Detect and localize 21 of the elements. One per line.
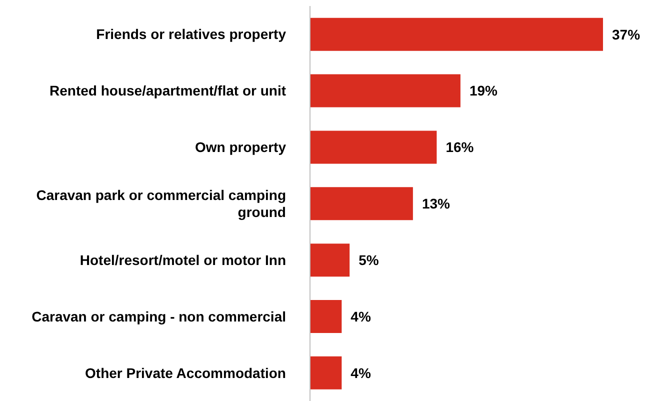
data-label: 16% [446,139,474,156]
bar [310,300,342,333]
data-label: 13% [422,196,451,212]
data-label: 19% [469,82,498,99]
y-tick-label: Own property [194,139,286,156]
bar [310,74,460,108]
data-label: 5% [358,252,380,268]
y-tick-label: Caravan park or commercial camping ground [36,187,286,220]
y-tick-label: Rented house/apartment/flat or unit [50,82,286,99]
data-label: 4% [350,308,372,324]
bar [310,130,437,164]
y-tick-label: Hotel/resort/motel or motor Inn [80,252,286,268]
y-tick-label: Caravan or camping - non commercial [32,308,286,324]
bar [310,244,350,277]
bar [310,18,603,51]
data-label: 4% [350,364,372,381]
y-tick-label: Friends or relatives property [96,26,286,42]
data-label: 37% [612,26,641,42]
y-tick-label: Other Private Accommodation [85,364,286,381]
bar [310,187,413,220]
bar [310,356,342,390]
